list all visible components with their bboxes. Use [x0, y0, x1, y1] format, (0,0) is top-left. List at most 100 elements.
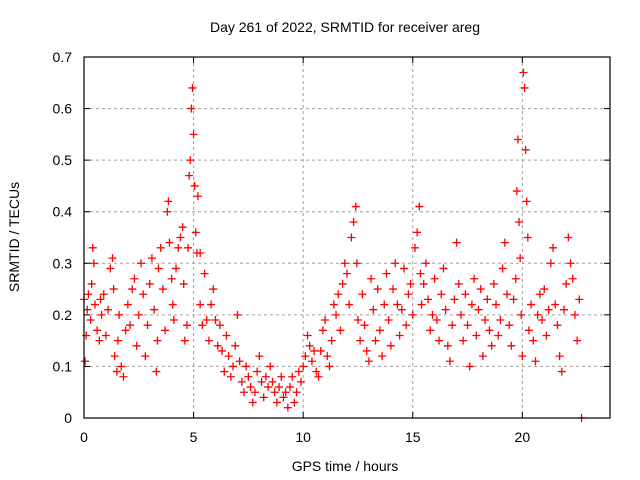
- data-point-marker: [196, 248, 205, 257]
- data-point-marker: [549, 243, 558, 252]
- data-point-marker: [529, 336, 538, 345]
- data-point-marker: [196, 300, 205, 309]
- data-point-marker: [544, 305, 553, 314]
- chart-title: Day 261 of 2022, SRMTID for receiver are…: [210, 19, 480, 35]
- data-point-marker: [190, 181, 199, 190]
- data-point-marker: [307, 357, 316, 366]
- data-point-marker: [96, 295, 105, 304]
- data-point-marker: [538, 316, 547, 325]
- data-point-marker: [467, 300, 476, 309]
- data-point-marker: [430, 274, 439, 283]
- data-point-marker: [231, 341, 240, 350]
- data-point-marker: [126, 321, 135, 330]
- data-point-marker: [573, 336, 582, 345]
- data-point-marker: [426, 326, 435, 335]
- data-point-marker: [277, 372, 286, 381]
- data-point-marker: [191, 228, 200, 237]
- data-point-marker: [188, 83, 197, 92]
- data-point-marker: [272, 398, 281, 407]
- data-point-marker: [517, 310, 526, 319]
- data-point-marker: [520, 83, 529, 92]
- data-point-marker: [110, 352, 119, 361]
- data-point-marker: [292, 388, 301, 397]
- data-point-marker: [270, 388, 279, 397]
- data-point-marker: [112, 367, 121, 376]
- data-point-marker: [113, 336, 122, 345]
- data-point-marker: [397, 305, 406, 314]
- data-point-marker: [134, 310, 143, 319]
- data-point-marker: [186, 156, 195, 165]
- data-point-marker: [314, 372, 323, 381]
- data-point-marker: [555, 352, 564, 361]
- data-point-marker: [507, 341, 516, 350]
- data-point-marker: [349, 218, 358, 227]
- data-point-marker: [119, 372, 128, 381]
- data-point-marker: [382, 269, 391, 278]
- data-point-marker: [108, 254, 117, 263]
- data-point-marker: [215, 321, 224, 330]
- data-point-marker: [275, 383, 284, 392]
- data-point-marker: [139, 290, 148, 299]
- data-point-marker: [325, 362, 334, 371]
- data-point-marker: [97, 310, 106, 319]
- data-point-marker: [316, 346, 325, 355]
- data-point-marker: [154, 264, 163, 273]
- data-point-marker: [165, 238, 174, 247]
- x-tick-label: 0: [80, 429, 88, 445]
- data-point-marker: [362, 346, 371, 355]
- data-point-marker: [386, 341, 395, 350]
- data-point-marker: [441, 305, 450, 314]
- data-point-marker: [340, 259, 349, 268]
- data-point-marker: [364, 357, 373, 366]
- data-point-marker: [564, 233, 573, 242]
- data-point-marker: [439, 264, 448, 273]
- data-point-marker: [557, 367, 566, 376]
- y-tick-label: 0.6: [53, 101, 73, 117]
- data-point-marker: [347, 233, 356, 242]
- x-tick-label: 5: [190, 429, 198, 445]
- data-point-marker: [474, 305, 483, 314]
- data-point-marker: [415, 202, 424, 211]
- data-point-marker: [443, 341, 452, 350]
- data-point-marker: [220, 367, 229, 376]
- data-point-marker: [378, 352, 387, 361]
- data-point-marker: [257, 377, 266, 386]
- data-point-marker: [575, 295, 584, 304]
- data-point-marker: [358, 290, 367, 299]
- data-point-marker: [408, 310, 417, 319]
- data-point-marker: [500, 238, 509, 247]
- data-point-marker: [235, 357, 244, 366]
- x-tick-label: 20: [515, 429, 531, 445]
- data-point-marker: [470, 274, 479, 283]
- y-tick-label: 0.5: [53, 152, 73, 168]
- data-point-marker: [86, 316, 95, 325]
- data-point-marker: [104, 305, 113, 314]
- data-point-marker: [454, 279, 463, 288]
- data-point-marker: [380, 300, 389, 309]
- data-point-marker: [207, 300, 216, 309]
- y-tick-label: 0.4: [53, 204, 73, 220]
- data-point-marker: [156, 243, 165, 252]
- data-point-marker: [531, 357, 540, 366]
- data-point-marker: [200, 269, 209, 278]
- data-point-marker: [117, 362, 126, 371]
- data-point-marker: [448, 321, 457, 330]
- data-point-marker: [93, 326, 102, 335]
- data-point-marker: [476, 285, 485, 294]
- data-point-marker: [472, 331, 481, 340]
- data-point-marker: [161, 326, 170, 335]
- data-point-marker: [198, 321, 207, 330]
- data-point-marker: [352, 259, 361, 268]
- data-point-marker: [456, 310, 465, 319]
- data-point-marker: [183, 321, 192, 330]
- y-tick-label: 0.7: [53, 49, 73, 65]
- data-point-marker: [312, 367, 321, 376]
- data-point-marker: [145, 279, 154, 288]
- data-point-marker: [485, 326, 494, 335]
- data-point-marker: [345, 300, 354, 309]
- data-point-marker: [338, 279, 347, 288]
- data-point-marker: [176, 233, 185, 242]
- data-point-marker: [351, 202, 360, 211]
- data-point-marker: [492, 300, 501, 309]
